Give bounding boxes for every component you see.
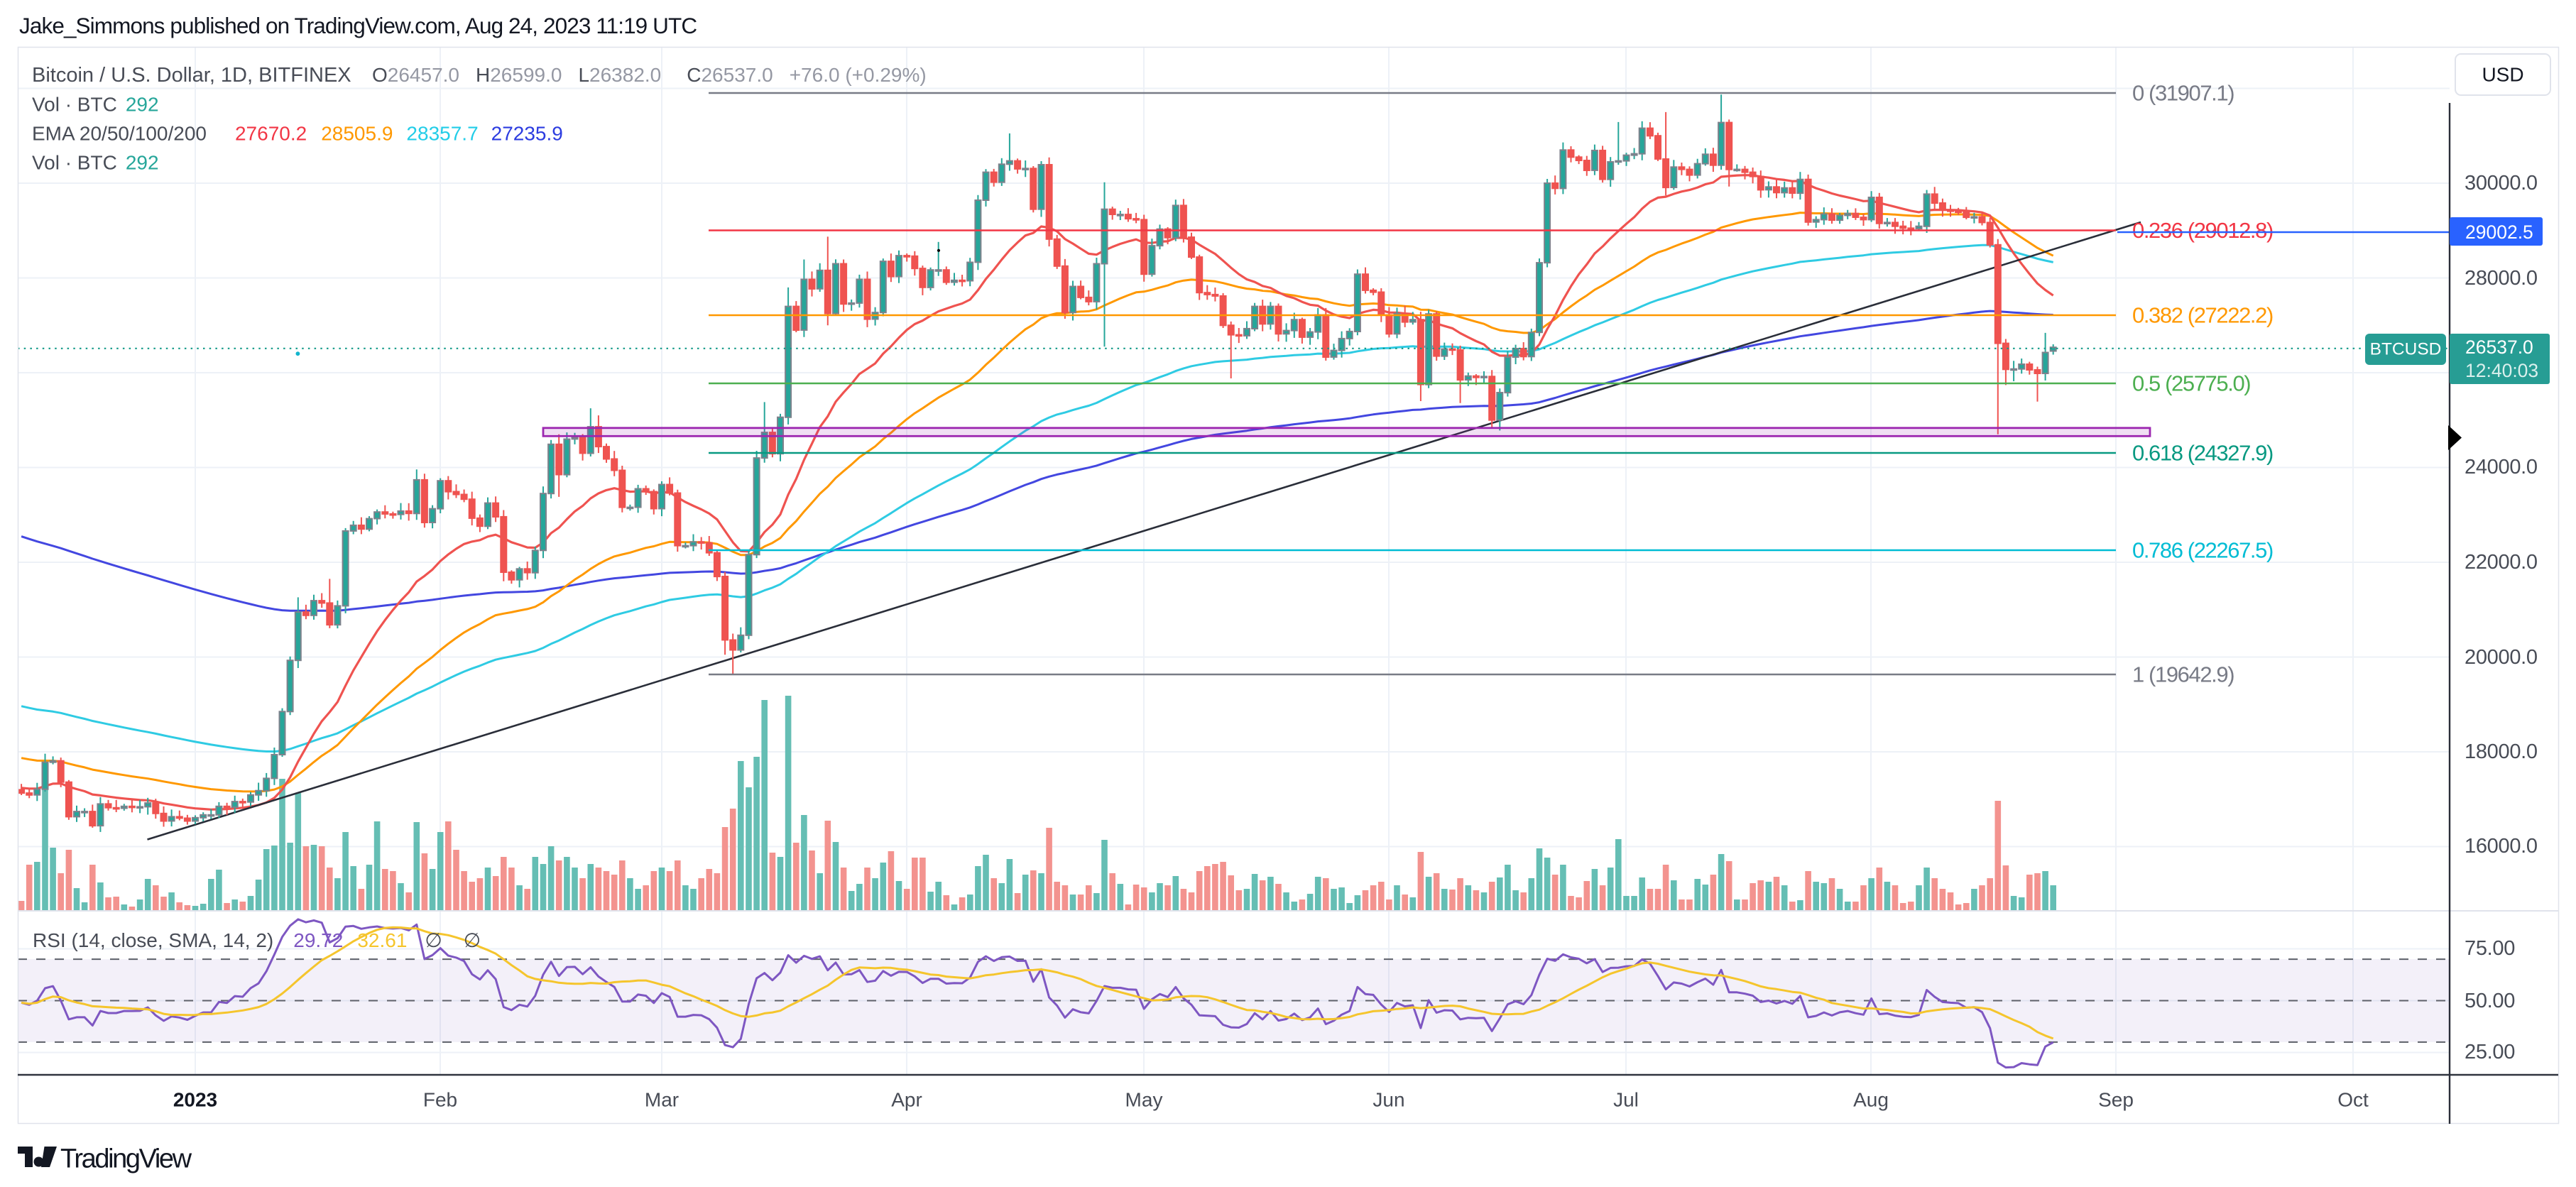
svg-text:29002.5: 29002.5 [2465,221,2533,243]
svg-text:0.618 (24327.9): 0.618 (24327.9) [2132,441,2273,466]
svg-text:0.382 (27222.2): 0.382 (27222.2) [2132,303,2273,328]
svg-text:50.00: 50.00 [2465,990,2515,1012]
svg-text:May: May [1125,1089,1163,1111]
svg-text:Jake_Simmons published on Trad: Jake_Simmons published on TradingView.co… [19,13,697,38]
svg-text:22000.0: 22000.0 [2465,551,2538,574]
svg-text:Aug: Aug [1853,1089,1889,1111]
svg-text:18000.0: 18000.0 [2465,740,2538,763]
svg-text:75.00: 75.00 [2465,937,2515,960]
svg-text:24000.0: 24000.0 [2465,456,2538,478]
svg-text:TradingView: TradingView [60,1144,192,1174]
svg-text:Jun: Jun [1372,1089,1404,1111]
svg-text:0.786 (22267.5): 0.786 (22267.5) [2132,538,2273,563]
svg-text:2023: 2023 [173,1089,217,1111]
svg-text:28000.0: 28000.0 [2465,267,2538,290]
svg-text:Bitcoin / U.S. Dollar, 1D, BIT: Bitcoin / U.S. Dollar, 1D, BITFINEX [32,64,351,87]
svg-text:16000.0: 16000.0 [2465,835,2538,858]
svg-text:1 (19642.9): 1 (19642.9) [2132,662,2234,687]
svg-text:30000.0: 30000.0 [2465,172,2538,195]
svg-text:USD: USD [2482,64,2523,86]
svg-text:Sep: Sep [2098,1089,2134,1111]
svg-text:RSI (14, close, SMA, 14, 2)29.: RSI (14, close, SMA, 14, 2) 29.72 32.61 ∅ ∅ [33,929,481,951]
svg-text:Mar: Mar [645,1089,679,1111]
svg-text:25.00: 25.00 [2465,1041,2515,1063]
svg-text:0.236 (29012.8): 0.236 (29012.8) [2132,218,2273,243]
svg-text:0 (31907.1): 0 (31907.1) [2132,81,2234,106]
svg-text:BTCUSD: BTCUSD [2370,340,2442,359]
svg-text:Feb: Feb [423,1089,457,1111]
svg-text:20000.0: 20000.0 [2465,646,2538,669]
svg-text:Jul: Jul [1613,1089,1639,1111]
svg-text:0.5 (25775.0): 0.5 (25775.0) [2132,371,2250,396]
svg-text:Apr: Apr [891,1089,922,1111]
svg-text:26537.0: 26537.0 [2465,337,2533,358]
svg-text:12:40:03: 12:40:03 [2465,360,2538,381]
svg-text:Oct: Oct [2337,1089,2369,1111]
